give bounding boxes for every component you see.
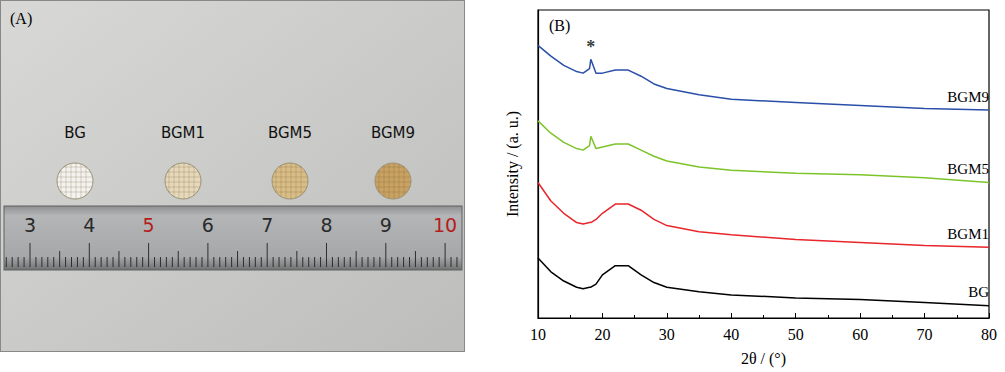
svg-text:*: * [586,37,595,57]
svg-text:20: 20 [594,326,610,343]
svg-text:(B): (B) [549,17,570,35]
svg-text:BG: BG [64,124,86,142]
svg-text:50: 50 [788,326,804,343]
svg-text:Intensity / (a. u.): Intensity / (a. u.) [504,111,522,217]
svg-text:7: 7 [261,214,273,236]
svg-text:10: 10 [433,214,457,236]
svg-text:BG: BG [968,284,989,300]
svg-text:80: 80 [981,326,997,343]
svg-text:70: 70 [917,326,933,343]
svg-text:4: 4 [83,214,95,236]
svg-text:BGM9: BGM9 [371,124,415,142]
svg-text:BGM9: BGM9 [947,89,989,105]
svg-text:3: 3 [24,214,36,236]
svg-text:5: 5 [143,214,155,236]
svg-text:8: 8 [320,214,332,236]
svg-text:60: 60 [852,326,868,343]
svg-text:BGM5: BGM5 [947,161,989,177]
svg-text:30: 30 [659,326,675,343]
svg-text:40: 40 [723,326,739,343]
svg-text:BGM5: BGM5 [268,124,312,142]
svg-text:9: 9 [380,214,392,236]
svg-text:2θ / (°): 2θ / (°) [741,350,786,368]
svg-text:(A): (A) [10,10,32,28]
svg-text:6: 6 [202,214,214,236]
svg-text:BGM1: BGM1 [161,124,205,142]
svg-text:10: 10 [530,326,546,343]
svg-text:BGM1: BGM1 [947,226,989,242]
